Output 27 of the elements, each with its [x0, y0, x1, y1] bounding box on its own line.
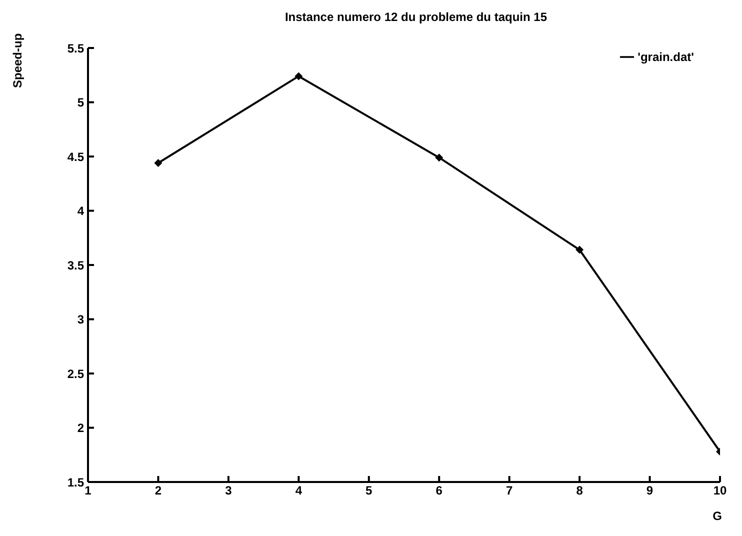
y-tick-label: 5.5 — [67, 41, 84, 56]
point — [576, 246, 584, 254]
x-tick-label: 4 — [295, 484, 302, 498]
y-tick-label: 4.5 — [67, 150, 84, 164]
x-tick-label: 6 — [436, 484, 443, 498]
x-tick-label: 9 — [646, 484, 654, 498]
point — [154, 159, 162, 168]
x-tick-label: 10 — [713, 484, 727, 498]
x-tick-label: 5 — [366, 484, 373, 498]
x-tick-label: 1 — [84, 484, 92, 498]
y-axis-title: Speed-up — [10, 33, 25, 88]
point — [435, 154, 444, 162]
x-tick-label: 3 — [225, 484, 232, 498]
chart-title: Instance numero 12 du probleme du taquin 15 — [284, 10, 548, 24]
y-tick-label: 3.5 — [67, 258, 84, 272]
y-tick-label: 5 — [77, 96, 84, 110]
legend-label: 'grain.dat' — [638, 50, 694, 64]
x-tick-label: 8 — [576, 484, 584, 498]
x-tick-label: 7 — [506, 484, 513, 498]
y-tick-label: 2 — [77, 421, 84, 436]
x-tick-label: 2 — [154, 484, 162, 498]
y-tick-label: 1.5 — [67, 475, 84, 490]
x-axis-title: G — [712, 509, 722, 523]
point — [294, 72, 303, 80]
y-tick-label: 4 — [77, 204, 84, 218]
y-tick-label: 2.5 — [67, 366, 84, 381]
y-tick-label: 3 — [77, 312, 84, 327]
